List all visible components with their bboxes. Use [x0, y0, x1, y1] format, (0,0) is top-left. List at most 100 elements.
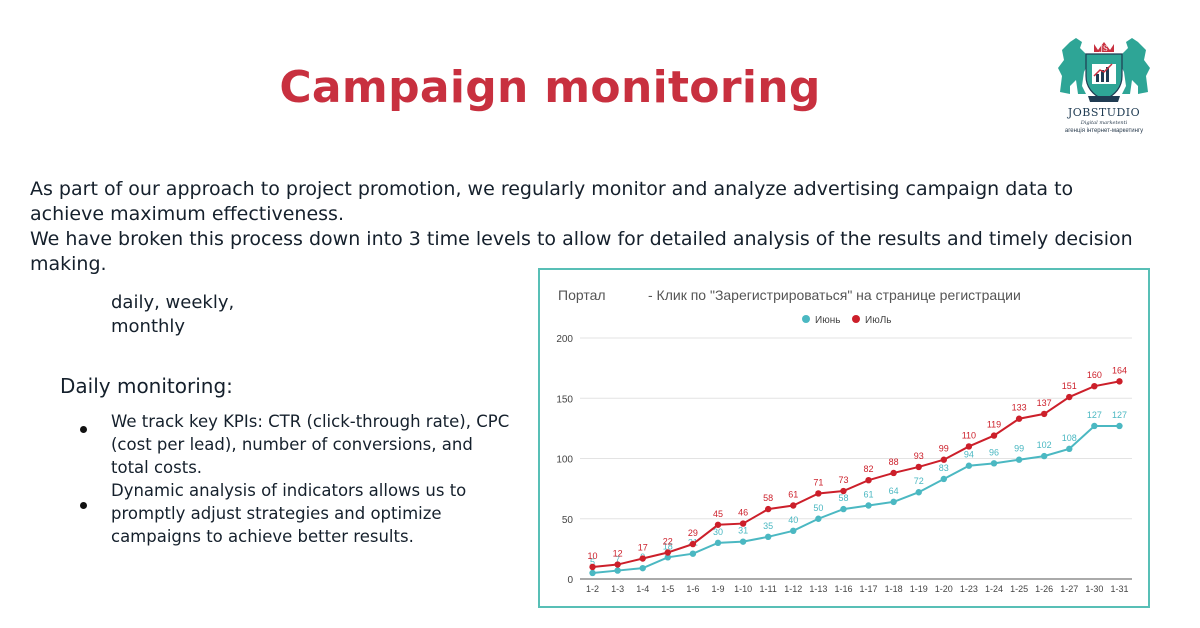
data-label: 31 — [738, 526, 748, 536]
data-label: 46 — [738, 508, 748, 518]
x-tick-label: 1-13 — [809, 584, 827, 594]
data-label: 71 — [813, 477, 823, 487]
intro-text: As part of our approach to project promo… — [30, 177, 1150, 277]
logo-monogram: JS — [1099, 45, 1108, 53]
x-tick-label: 1-12 — [784, 584, 802, 594]
data-point — [1066, 393, 1073, 401]
data-label: 99 — [1014, 444, 1024, 454]
data-label: 22 — [663, 536, 673, 546]
chart-series: 5791821303135405058616472839496991021081… — [588, 365, 1127, 577]
x-tick-label: 1-5 — [661, 584, 674, 594]
data-label: 40 — [788, 515, 798, 525]
data-label: 83 — [939, 463, 949, 473]
data-point — [965, 462, 973, 469]
data-label: 108 — [1062, 433, 1077, 443]
data-label: 164 — [1112, 365, 1127, 375]
data-label: 58 — [838, 493, 848, 503]
data-point — [865, 502, 872, 509]
data-label: 12 — [613, 549, 623, 559]
data-point — [790, 502, 797, 509]
legend-label: ИюЛь — [865, 315, 891, 326]
data-point — [840, 487, 847, 495]
y-tick-label: 150 — [556, 394, 573, 405]
x-tick-label: 1-31 — [1110, 584, 1128, 594]
x-tick-label: 1-16 — [834, 584, 852, 594]
data-label: 133 — [1012, 403, 1027, 413]
logo-subtitle: агенція інтернет-маркетингу — [1064, 128, 1144, 134]
data-label: 64 — [889, 486, 899, 496]
daily-monitoring-heading: Daily monitoring: — [60, 374, 233, 398]
data-label: 5 — [590, 557, 595, 567]
data-label: 73 — [838, 475, 848, 485]
data-label: 18 — [663, 541, 673, 551]
data-point — [1091, 422, 1098, 430]
x-tick-label: 1-20 — [935, 584, 953, 594]
data-label: 94 — [964, 450, 974, 460]
x-tick-label: 1-19 — [910, 584, 928, 594]
data-point — [739, 538, 747, 545]
data-label: 7 — [615, 555, 620, 565]
y-tick-label: 0 — [567, 575, 573, 586]
data-point — [589, 563, 596, 571]
x-tick-label: 1-27 — [1060, 584, 1078, 594]
data-point — [1040, 452, 1048, 460]
x-tick-label: 1-24 — [985, 584, 1003, 594]
data-label: 72 — [914, 476, 924, 486]
data-point — [1040, 410, 1048, 418]
data-label: 110 — [962, 430, 976, 440]
data-label: 35 — [763, 521, 773, 531]
data-point — [714, 521, 722, 528]
data-point — [689, 550, 697, 557]
x-tick-label: 1-18 — [885, 584, 903, 594]
data-label: 17 — [638, 543, 648, 553]
data-point — [890, 469, 897, 477]
bullet-dot-icon — [80, 426, 87, 433]
data-label: 61 — [864, 489, 874, 499]
data-point — [990, 460, 998, 467]
data-point — [815, 515, 822, 522]
data-point — [915, 463, 922, 471]
x-axis: 1-2 1-3 1-4 1-5 1-6 1-9 1-10 1-11 1-12 1-13 1-16 1-… — [586, 584, 1128, 594]
data-label: 88 — [889, 457, 899, 467]
logo-name: JOBSTUDIO — [1067, 106, 1141, 119]
data-label: 127 — [1087, 410, 1102, 420]
data-label: 99 — [939, 444, 949, 454]
legend-marker — [852, 315, 860, 323]
data-point — [739, 520, 747, 527]
jobstudio-logo: JS JOBSTUDIO Digital marketenti агенція … — [1052, 32, 1156, 138]
legend-marker — [802, 315, 810, 323]
x-tick-label: 1-26 — [1035, 584, 1053, 594]
data-point — [714, 539, 722, 547]
data-label: 160 — [1087, 370, 1102, 380]
x-tick-label: 1-4 — [636, 584, 649, 594]
data-point — [1015, 456, 1023, 463]
data-label: 137 — [1037, 398, 1052, 408]
data-point — [940, 475, 948, 483]
data-point — [1116, 422, 1123, 430]
data-label: 58 — [763, 493, 773, 503]
horses-crest-icon: JS — [1058, 38, 1150, 102]
data-label: 82 — [864, 464, 874, 474]
kpi-bullet-list: We track key KPIs: CTR (click-through ra… — [80, 410, 511, 548]
data-label: 119 — [987, 420, 1001, 430]
data-point — [940, 456, 948, 463]
bullet-item: Dynamic analysis of indicators allows us… — [80, 479, 511, 548]
x-tick-label: 1-11 — [760, 584, 777, 594]
data-label: 96 — [989, 447, 999, 457]
intro-paragraph-1: As part of our approach to project promo… — [30, 178, 1074, 225]
chart-title: - Клик по "Зарегистрироваться" на страни… — [648, 287, 1021, 303]
data-label: 102 — [1037, 440, 1052, 450]
bullet-text: We track key KPIs: CTR (click-through ra… — [111, 412, 510, 477]
data-label: 29 — [688, 528, 698, 538]
data-point — [664, 549, 672, 556]
bullet-text: Dynamic analysis of indicators allows us… — [111, 481, 467, 546]
data-point — [815, 490, 822, 497]
data-point — [915, 489, 922, 496]
y-tick-label: 100 — [556, 455, 573, 466]
data-point — [614, 567, 621, 574]
series-line — [592, 380, 1120, 568]
data-point — [1066, 445, 1073, 453]
y-tick-label: 50 — [562, 515, 574, 526]
data-label: 50 — [813, 503, 823, 513]
data-label: 151 — [1062, 381, 1077, 391]
